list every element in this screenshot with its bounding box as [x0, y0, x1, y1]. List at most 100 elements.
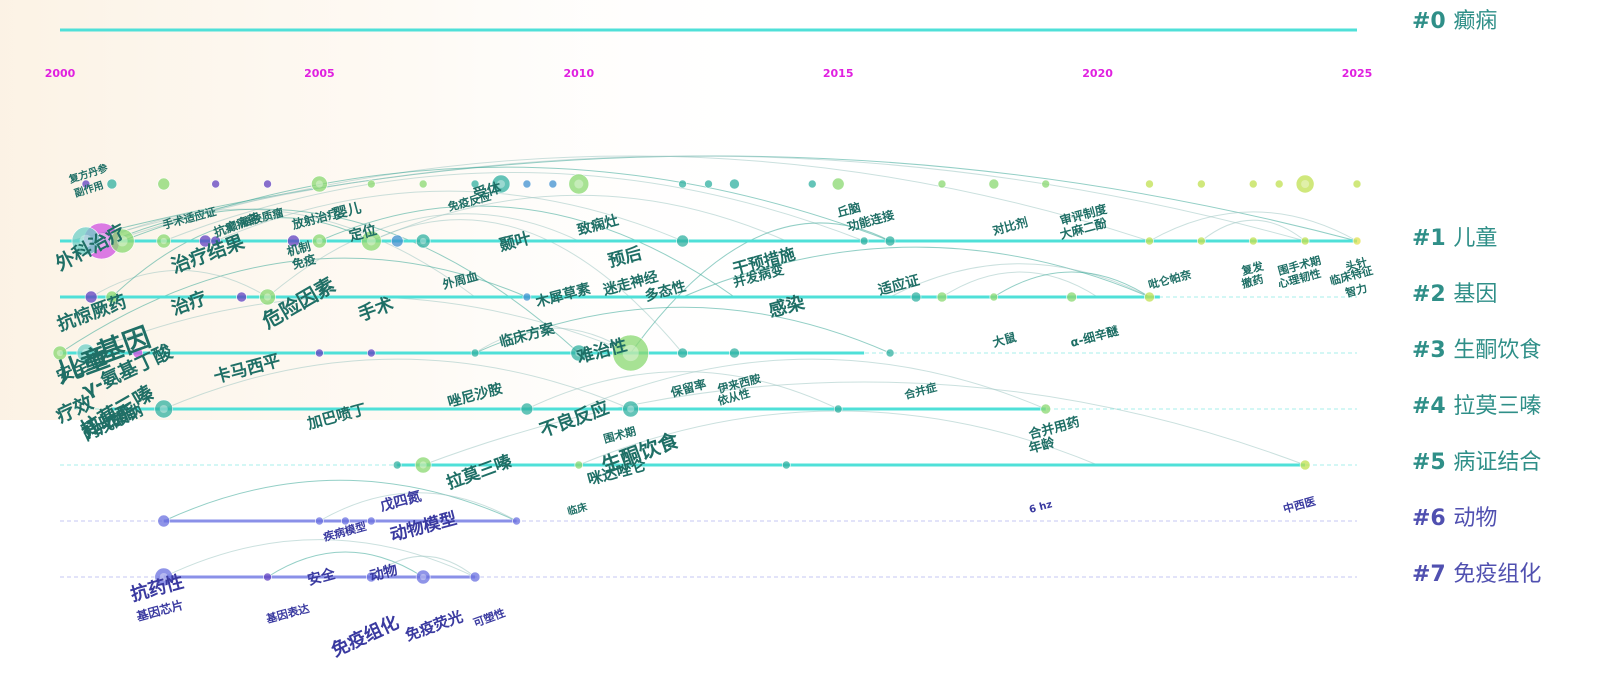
keyword-node-core: [575, 349, 583, 357]
keyword-node-core: [56, 349, 64, 357]
keyword-node-core: [160, 237, 167, 245]
keyword-node-core: [79, 234, 93, 248]
keyword-node: [1145, 179, 1154, 189]
keyword-label: 动物模型: [388, 508, 459, 546]
cluster-timelines: [60, 28, 1357, 579]
cluster-label: #7 免疫组化: [1412, 562, 1541, 587]
link-arc: [319, 205, 735, 298]
keyword-label: 婴儿: [332, 199, 363, 223]
keyword-label: 保留率: [668, 376, 708, 400]
cluster-labels: #0 癫痫 #1 儿童 #2 基因 #3 生酮饮食 #4 拉莫三嗪 #5 病证结合 #6 动…: [1412, 9, 1541, 587]
keyword-node: [512, 516, 521, 526]
year-tick-label: 2000: [45, 67, 76, 80]
link-arc: [682, 246, 1150, 298]
link-arc: [111, 208, 580, 354]
keyword-node: [263, 179, 272, 189]
link-arc: [889, 263, 1150, 298]
keyword-node: [782, 460, 791, 470]
keyword-node-core: [627, 405, 635, 413]
keyword-node-core: [159, 572, 168, 582]
cluster-label: #0 癫痫: [1412, 9, 1497, 34]
keyword-node: [833, 404, 843, 414]
link-arc: [319, 492, 517, 522]
keyword-node: [989, 292, 999, 302]
keyword-label: 头针: [1344, 255, 1369, 274]
keyword-node: [392, 460, 402, 470]
link-arc: [122, 166, 891, 242]
keyword-node: [1300, 236, 1310, 246]
link-arc: [85, 155, 1306, 242]
top-row-nodes: [81, 173, 1362, 195]
keyword-node: [937, 179, 947, 189]
keyword-node-core: [316, 237, 323, 245]
keyword-node: [1197, 236, 1206, 246]
keyword-label: 卡马西平: [211, 350, 282, 388]
keyword-node: [491, 174, 511, 194]
keyword-node-core: [263, 293, 272, 301]
keyword-label: 不良反应: [537, 396, 612, 441]
keyword-label: 复发: [1239, 258, 1266, 278]
keyword-node: [365, 571, 377, 583]
keyword-node: [109, 228, 135, 254]
keyword-node: [132, 347, 144, 359]
year-tick-label: 2010: [563, 67, 594, 80]
link-arc: [111, 155, 1150, 242]
keyword-node-core: [622, 344, 639, 362]
keyword-label: 安全: [306, 565, 338, 589]
keyword-node: [522, 292, 532, 302]
keyword-node: [936, 291, 948, 303]
year-tick-label: 2015: [823, 67, 854, 80]
keyword-node: [470, 348, 480, 358]
keyword-node: [677, 347, 688, 359]
keyword-node: [81, 179, 91, 189]
link-arc: [526, 371, 839, 410]
keyword-label: 拉莫三嗪: [444, 451, 515, 494]
keyword-label: 免疫: [290, 251, 317, 272]
keyword-label: 吡仑帕奈: [1147, 267, 1194, 292]
keyword-node: [418, 179, 428, 189]
keyword-node: [366, 348, 376, 358]
link-arc: [163, 358, 631, 410]
keyword-node: [52, 345, 68, 361]
keyword-node: [1066, 291, 1077, 303]
link-arc: [630, 222, 891, 354]
keyword-label: 大鼠: [991, 329, 1018, 350]
keyword-node: [287, 234, 300, 248]
keyword-label: 颞叶: [496, 228, 533, 255]
cluster-label: #5 病证结合: [1412, 450, 1541, 475]
keyword-node: [76, 343, 96, 363]
keyword-node: [885, 348, 895, 358]
keyword-label: 临床: [566, 500, 590, 518]
link-arc: [578, 358, 1046, 410]
link-arc: [101, 208, 476, 298]
link-arc: [422, 381, 1306, 466]
keyword-label: 年龄: [1027, 434, 1057, 456]
keyword-node: [1248, 236, 1258, 246]
keyword-node: [574, 460, 584, 470]
keyword-node-core: [419, 461, 427, 469]
keyword-node-core: [315, 180, 323, 188]
keyword-label: 放射治疗: [289, 205, 340, 232]
keyword-node: [105, 290, 119, 304]
keyword-node-core: [81, 348, 90, 358]
keyword-node: [988, 178, 1000, 190]
keyword-label: 机制: [285, 238, 312, 259]
keyword-label: 免疫反应: [446, 189, 492, 214]
keyword-label: 免疫荧光: [403, 607, 466, 644]
keyword-label: 可塑性: [471, 605, 507, 629]
keyword-label: 临床方案: [498, 320, 557, 351]
keyword-node: [263, 572, 272, 582]
cluster-label: #4 拉莫三嗪: [1412, 394, 1541, 419]
link-arc: [371, 219, 683, 354]
keyword-label: 动物: [368, 561, 399, 585]
keyword-node-core: [496, 179, 506, 189]
keyword-node: [1274, 179, 1284, 189]
link-arc: [111, 217, 372, 298]
link-arc: [993, 271, 1150, 298]
keyword-node: [469, 571, 481, 583]
keyword-label: 木犀草素: [533, 280, 592, 311]
link-arc: [371, 194, 787, 242]
keyword-node: [236, 291, 247, 303]
year-axis: 2000 2005 2010 2015 2020 2025: [45, 67, 1373, 80]
